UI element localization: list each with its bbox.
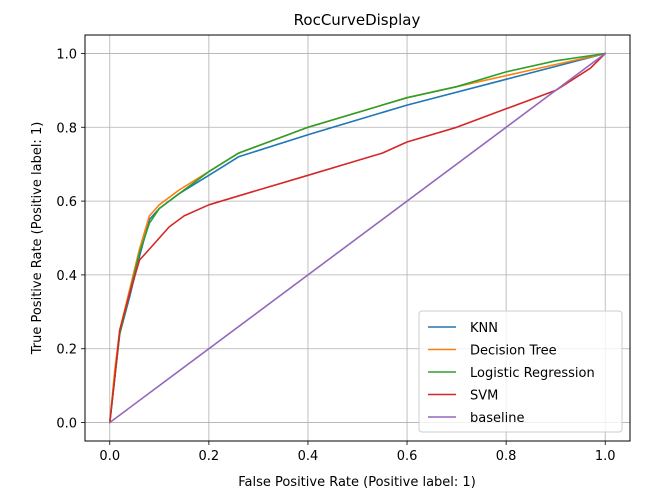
y-tick-label: 0.0 xyxy=(56,417,77,432)
x-tick-label: 1.0 xyxy=(595,449,616,464)
legend-label: Decision Tree xyxy=(470,344,557,359)
x-tick-label: 0.8 xyxy=(496,449,517,464)
y-tick-label: 0.6 xyxy=(56,195,77,210)
x-axis-label: False Positive Rate (Positive label: 1) xyxy=(238,475,476,490)
legend-label: baseline xyxy=(470,411,524,426)
y-tick-label: 0.4 xyxy=(56,269,77,284)
y-axis-ticks: 0.0 0.2 0.4 0.6 0.8 1.0 xyxy=(56,47,85,432)
chart-title: RocCurveDisplay xyxy=(294,11,421,29)
legend-box xyxy=(418,310,623,433)
legend-label: KNN xyxy=(470,321,498,336)
y-tick-label: 0.2 xyxy=(56,343,77,358)
x-axis-ticks: 0.0 0.2 0.4 0.6 0.8 1.0 xyxy=(99,441,616,464)
series-line-baseline xyxy=(109,52,607,424)
legend-label: SVM xyxy=(470,389,498,404)
legend-label: Logistic Regression xyxy=(470,366,595,381)
y-tick-label: 1.0 xyxy=(56,47,77,62)
x-tick-label: 0.4 xyxy=(298,449,319,464)
y-tick-label: 0.8 xyxy=(56,121,77,136)
x-tick-label: 0.2 xyxy=(199,449,220,464)
grid xyxy=(85,35,630,441)
plot-frame xyxy=(84,34,631,442)
x-tick-label: 0.0 xyxy=(99,449,120,464)
x-tick-label: 0.6 xyxy=(397,449,418,464)
series-line-svm xyxy=(109,52,607,424)
legend: KNN Decision Tree Logistic Regression SVM ba… xyxy=(418,310,623,433)
series-lines xyxy=(109,52,607,424)
y-axis-label: True Positive Rate (Positive label: 1) xyxy=(30,122,45,356)
